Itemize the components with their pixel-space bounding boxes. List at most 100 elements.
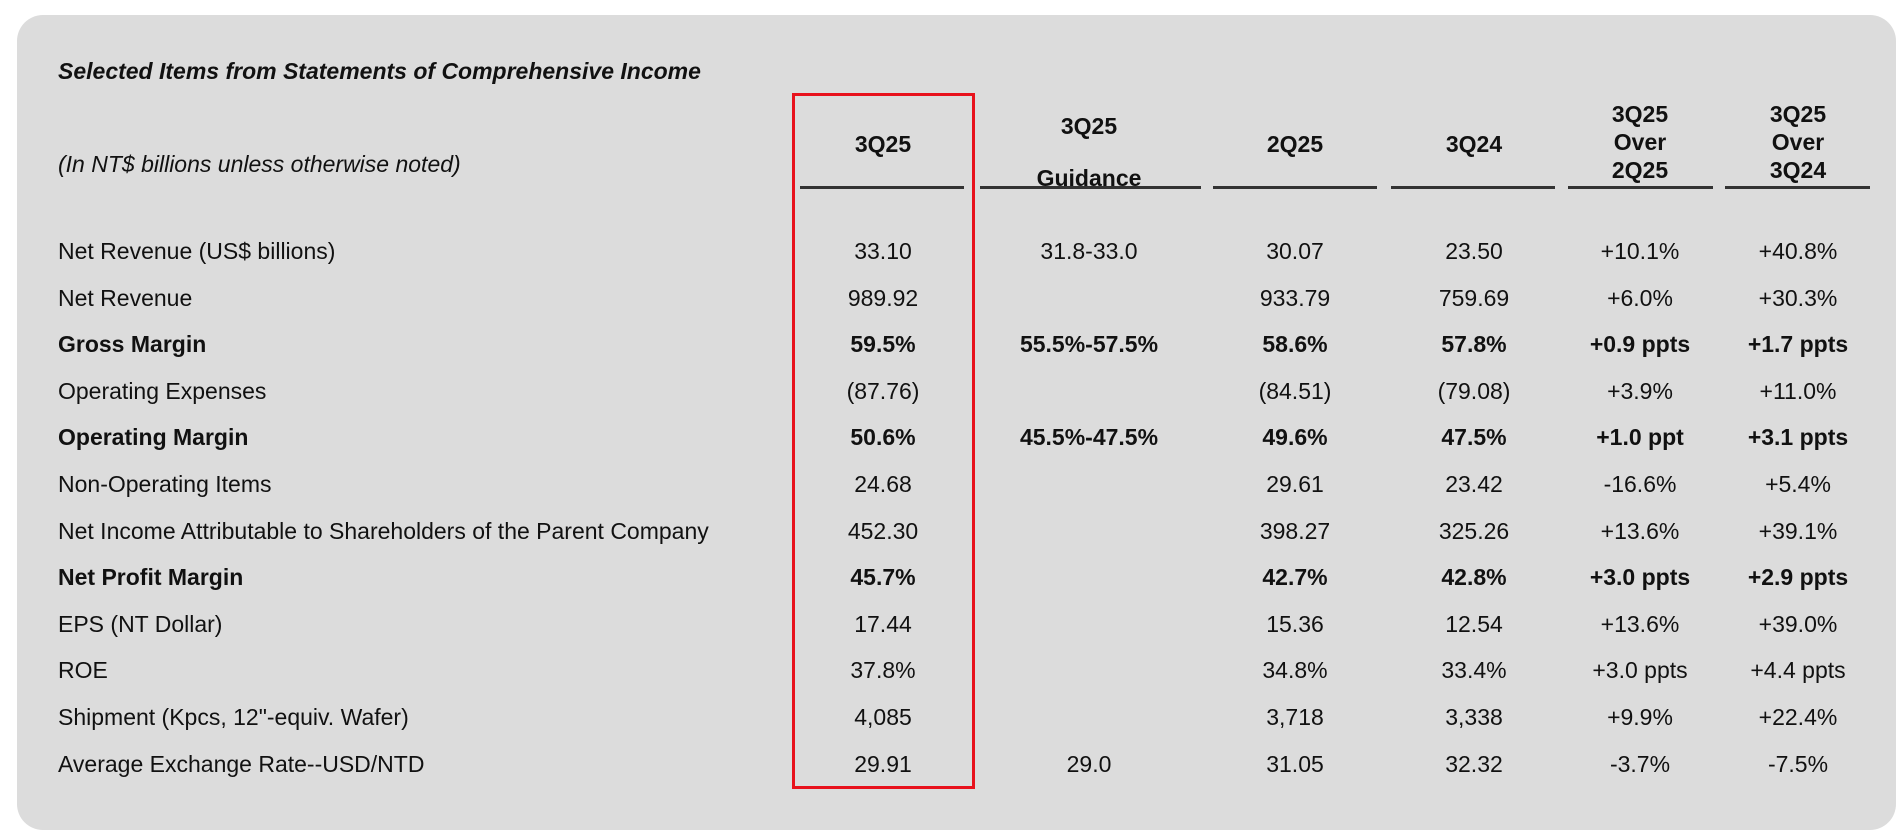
row-value: -7.5% xyxy=(1767,750,1829,777)
row-value: 23.42 xyxy=(1445,471,1503,497)
column-header: 3Q25 Over 3Q24 xyxy=(1770,100,1826,184)
row-value: +5.4% xyxy=(1765,471,1831,497)
row-value: 17.44 xyxy=(854,610,912,637)
row-value: 29.91 xyxy=(854,750,912,777)
row-value: 33.10 xyxy=(854,238,912,264)
row-value: 29.61 xyxy=(1266,471,1324,497)
row-value: 4,085 xyxy=(854,704,912,730)
row-value: +4.4 ppts xyxy=(1750,657,1846,684)
table-row: Average Exchange Rate--USD/NTD 29.91 29.0 3… xyxy=(0,751,1902,791)
row-value: 50.6% xyxy=(850,424,916,451)
row-value: +30.3% xyxy=(1758,284,1838,311)
row-value: 989.92 xyxy=(847,284,919,311)
column-header-line: 3Q25 xyxy=(1769,101,1827,127)
column-header-line: Over xyxy=(1613,129,1667,155)
row-value: 45.5%-47.5% xyxy=(1019,424,1159,451)
row-value: 24.68 xyxy=(854,471,912,497)
row-value: 23.50 xyxy=(1445,238,1503,264)
row-value: -16.6% xyxy=(1603,471,1677,497)
row-value: 31.8-33.0 xyxy=(1040,238,1138,264)
column-header-line: 2Q25 xyxy=(1266,131,1324,157)
table-row: Operating Expenses (87.76) (84.51) (79.08) +… xyxy=(0,378,1902,418)
row-value: +11.0% xyxy=(1759,377,1837,404)
table-row: ROE 37.8% 34.8% 33.4% +3.0 ppts +4.4 ppts xyxy=(0,657,1902,697)
row-value: 47.5% xyxy=(1441,424,1507,451)
table-title: Selected Items from Statements of Compre… xyxy=(58,58,701,84)
column-header-line: Over xyxy=(1771,129,1825,155)
row-label: Net Revenue (US$ billions) xyxy=(58,238,336,264)
row-value: +1.7 ppts xyxy=(1747,331,1849,358)
table-row: Shipment (Kpcs, 12"-equiv. Wafer) 4,085 3,… xyxy=(0,704,1902,744)
column-header-line: Guidance xyxy=(1036,165,1142,191)
column-underline xyxy=(1725,186,1870,189)
table-subtitle: (In NT$ billions unless otherwise noted) xyxy=(58,151,461,177)
row-value: +9.9% xyxy=(1607,704,1673,730)
column-header: 3Q24 xyxy=(1446,130,1502,158)
row-label: Gross Margin xyxy=(58,331,207,358)
statement-panel xyxy=(17,15,1896,830)
row-value: 37.8% xyxy=(850,657,916,684)
row-value: +22.4% xyxy=(1758,704,1838,730)
row-value: 34.8% xyxy=(1262,657,1328,684)
row-value: +1.0 ppt xyxy=(1596,424,1684,451)
row-label: Operating Expenses xyxy=(58,377,267,404)
table-row: Net Profit Margin 45.7% 42.7% 42.8% +3.0 ppt… xyxy=(0,564,1902,604)
row-value: 12.54 xyxy=(1445,610,1503,637)
row-label: Net Income Attributable to Shareholders … xyxy=(58,517,709,544)
row-value: +3.0 ppts xyxy=(1592,657,1688,684)
row-value: -3.7% xyxy=(1609,750,1671,777)
column-header-line: 3Q24 xyxy=(1445,131,1503,157)
column-header-line: 3Q24 xyxy=(1769,157,1827,183)
column-header: 3Q25 Over 2Q25 xyxy=(1612,100,1668,184)
row-label: Average Exchange Rate--USD/NTD xyxy=(58,750,425,777)
row-value: (79.08) xyxy=(1437,377,1511,404)
row-value: +0.9 ppts xyxy=(1589,331,1691,358)
row-value: 59.5% xyxy=(850,331,916,358)
row-value: 452.30 xyxy=(847,517,919,544)
table-row: Net Income Attributable to Shareholders … xyxy=(0,518,1902,558)
column-header-line: 3Q25 xyxy=(1060,113,1118,139)
row-value: 31.05 xyxy=(1266,750,1324,777)
table-row: Gross Margin 59.5% 55.5%-57.5% 58.6% 57.8% +0… xyxy=(0,331,1902,371)
row-value: +40.8% xyxy=(1758,238,1838,264)
highlight-box-3q25 xyxy=(792,93,975,789)
row-value: +3.9% xyxy=(1607,377,1673,404)
row-label: EPS (NT Dollar) xyxy=(58,610,223,637)
row-label: Non-Operating Items xyxy=(58,471,272,497)
table-row: EPS (NT Dollar) 17.44 15.36 12.54 +13.6% +39.… xyxy=(0,611,1902,651)
row-value: 49.6% xyxy=(1262,424,1328,451)
table-row: Net Revenue (US$ billions) 33.10 31.8-33.0… xyxy=(0,238,1902,278)
row-value: +13.6% xyxy=(1600,517,1680,544)
row-value: 3,338 xyxy=(1445,704,1503,730)
column-underline xyxy=(800,186,964,189)
row-value: 33.4% xyxy=(1441,657,1507,684)
row-value: 42.7% xyxy=(1262,564,1328,591)
column-header-line: 3Q25 xyxy=(854,131,912,157)
row-value: +2.9 ppts xyxy=(1747,564,1849,591)
row-label: Net Profit Margin xyxy=(58,564,244,591)
row-value: 325.26 xyxy=(1438,517,1510,544)
row-value: 30.07 xyxy=(1266,238,1324,264)
row-value: (87.76) xyxy=(846,377,920,404)
row-value: +13.6% xyxy=(1600,610,1680,637)
table-row: Non-Operating Items 24.68 29.61 23.42 -16.6%… xyxy=(0,471,1902,511)
row-value: +39.1% xyxy=(1758,517,1838,544)
row-value: 3,718 xyxy=(1266,704,1324,730)
column-header: 2Q25 xyxy=(1267,130,1323,158)
row-label: Shipment (Kpcs, 12"-equiv. Wafer) xyxy=(58,704,409,730)
column-header-line: 2Q25 xyxy=(1611,157,1669,183)
row-value: 42.8% xyxy=(1441,564,1507,591)
row-value: 32.32 xyxy=(1445,750,1503,777)
row-value: 45.7% xyxy=(850,564,916,591)
row-value: 29.0 xyxy=(1066,750,1112,777)
row-value: +6.0% xyxy=(1607,284,1673,311)
column-header: 3Q25 xyxy=(855,130,911,158)
row-value: 759.69 xyxy=(1438,284,1510,311)
row-value: (84.51) xyxy=(1258,377,1332,404)
row-value: 933.79 xyxy=(1259,284,1331,311)
row-value: 398.27 xyxy=(1259,517,1331,544)
table-row: Operating Margin 50.6% 45.5%-47.5% 49.6% 47.… xyxy=(0,424,1902,464)
column-header-line: 3Q25 xyxy=(1611,101,1669,127)
column-underline xyxy=(1213,186,1377,189)
row-label: Net Revenue xyxy=(58,284,193,311)
